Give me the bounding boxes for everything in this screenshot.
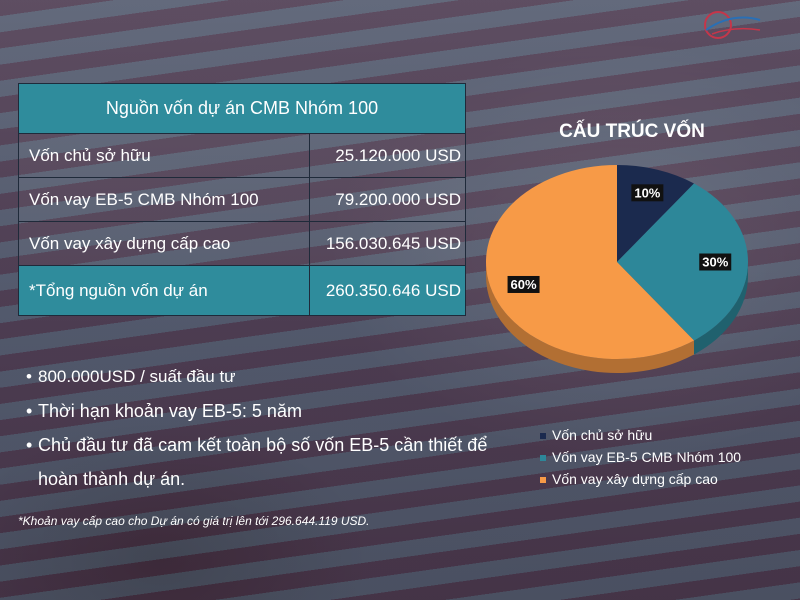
pie-label-text: 10% bbox=[634, 185, 660, 200]
row-label: Vốn vay EB-5 CMB Nhóm 100 bbox=[18, 177, 310, 222]
row-value: 79.200.000 USD bbox=[309, 177, 466, 222]
bullet-item: • Thời hạn khoản vay EB-5: 5 năm bbox=[26, 396, 496, 426]
bullet-dot-icon: • bbox=[26, 401, 33, 421]
total-value: 260.350.646 USD bbox=[309, 265, 466, 316]
legend-item: Vốn vay EB-5 CMB Nhóm 100 bbox=[540, 446, 741, 468]
legend-item: Vốn vay xây dựng cấp cao bbox=[540, 468, 741, 490]
capital-table: Nguồn vốn dự án CMB Nhóm 100 Vốn chủ sở … bbox=[18, 83, 466, 316]
table-header-row: Nguồn vốn dự án CMB Nhóm 100 bbox=[18, 83, 466, 134]
pie-data-label: 30% bbox=[699, 253, 732, 271]
pie-label-text: 30% bbox=[702, 255, 728, 270]
bullet-dot-icon: • bbox=[26, 435, 33, 455]
pie-label-background bbox=[631, 184, 664, 202]
total-label: *Tổng nguồn vốn dự án bbox=[18, 265, 310, 316]
footnote: *Khoản vay cấp cao cho Dự án có giá trị … bbox=[18, 514, 370, 528]
row-label: Vốn vay xây dựng cấp cao bbox=[18, 221, 310, 266]
legend-swatch bbox=[540, 455, 546, 462]
bullet-item: • 800.000USD / suất đầu tư bbox=[26, 362, 496, 392]
pie-label-background bbox=[699, 253, 732, 271]
table-title: Nguồn vốn dự án CMB Nhóm 100 bbox=[18, 83, 466, 134]
legend-item: Vốn chủ sở hữu bbox=[540, 424, 741, 446]
bullet-dot-icon: • bbox=[26, 367, 32, 386]
pie-slice-side bbox=[693, 262, 748, 355]
chart-legend: Vốn chủ sở hữu Vốn vay EB-5 CMB Nhóm 100… bbox=[540, 424, 741, 490]
row-value: 156.030.645 USD bbox=[309, 221, 466, 266]
pie-data-label: 10% bbox=[631, 184, 664, 202]
legend-swatch bbox=[540, 433, 546, 440]
american-logo-icon bbox=[704, 11, 761, 39]
pie-slice bbox=[485, 165, 694, 359]
chart-title: CẤU TRÚC VỐN bbox=[559, 121, 705, 142]
bullet-item: • Chủ đầu tư đã cam kết toàn bộ số vốn E… bbox=[26, 428, 496, 496]
table-row: Vốn vay EB-5 CMB Nhóm 100 79.200.000 USD bbox=[18, 177, 466, 222]
pie-slice-side bbox=[486, 262, 694, 373]
row-label: Vốn chủ sở hữu bbox=[18, 133, 310, 178]
total-row: *Tổng nguồn vốn dự án 260.350.646 USD bbox=[18, 265, 466, 316]
table-row: Vốn vay xây dựng cấp cao 156.030.645 USD bbox=[18, 221, 466, 266]
table-row: Vốn chủ sở hữu 25.120.000 USD bbox=[18, 133, 466, 178]
pie-label-background bbox=[507, 275, 540, 293]
bullet-list: • 800.000USD / suất đầu tư • Thời hạn kh… bbox=[26, 362, 496, 496]
legend-swatch bbox=[540, 477, 546, 484]
pie-data-label: 60% bbox=[507, 275, 540, 293]
row-value: 25.120.000 USD bbox=[309, 133, 466, 178]
pie-slice bbox=[617, 183, 749, 341]
pie-label-text: 60% bbox=[511, 277, 537, 292]
